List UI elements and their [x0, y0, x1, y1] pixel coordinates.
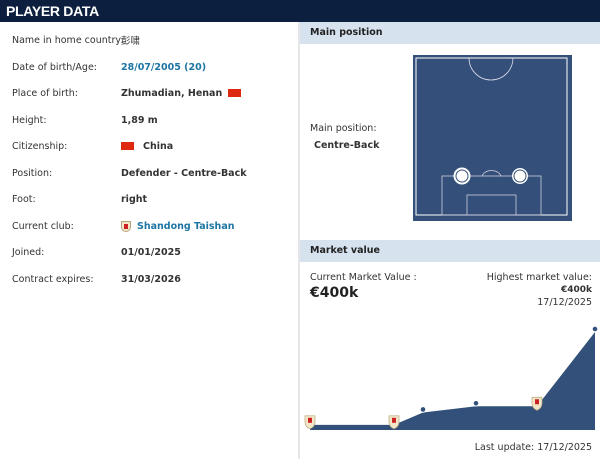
market-value-header: Market value — [300, 240, 600, 262]
dob-link[interactable]: 28/07/2005 (20) — [121, 61, 207, 73]
value: Defender - Centre-Back — [121, 167, 247, 179]
row-club: Current club: Shandong Taishan — [12, 218, 235, 234]
value: 彭啸 — [121, 36, 141, 47]
label: Joined: — [12, 246, 45, 258]
value: right — [121, 193, 148, 205]
market-value-chart[interactable] — [300, 312, 600, 432]
row-birthplace: Place of birth: Zhumadian, Henan — [12, 85, 242, 101]
value: 01/01/2025 — [121, 246, 181, 258]
china-flag-icon — [228, 89, 242, 97]
data-point — [419, 406, 427, 413]
row-joined: Joined: 01/01/2025 — [12, 244, 181, 260]
value: 1,89 m — [121, 114, 158, 126]
row-home-name: Name in home country: 彭啸 — [12, 32, 140, 48]
header-title: PLAYER DATA — [6, 3, 99, 19]
row-position: Position: Defender - Centre-Back — [12, 165, 247, 181]
pitch-outline — [415, 57, 568, 216]
label: Place of birth: — [12, 87, 78, 99]
crest-detail — [308, 417, 312, 423]
player-data-header: PLAYER DATA — [0, 0, 600, 22]
value-line — [310, 328, 596, 423]
crest-detail — [535, 399, 539, 405]
crest-detail — [392, 417, 396, 423]
label: Name in home country: — [12, 34, 124, 46]
label: Citizenship: — [12, 140, 68, 152]
main-position-header: Main position — [300, 22, 600, 44]
right-panel: Main position Main position: Centre-Back… — [298, 22, 600, 459]
data-point — [472, 399, 480, 407]
value: 31/03/2026 — [121, 273, 181, 285]
highest-value: €400k — [560, 285, 592, 295]
main-position-label: Main position: — [310, 123, 377, 134]
club-link[interactable]: Shandong Taishan — [137, 220, 235, 232]
label: Current club: — [12, 220, 74, 232]
row-foot: Foot: right — [12, 191, 147, 207]
china-flag-icon — [121, 142, 134, 150]
main-position-value: Centre-Back — [314, 140, 380, 151]
current-value-label: Current Market Value : — [310, 272, 417, 283]
pitch-diagram — [413, 55, 572, 221]
label: Position: — [12, 167, 53, 179]
row-dob: Date of birth/Age: 28/07/2005 (20) — [12, 59, 206, 75]
player-data-list: Name in home country: 彭啸 Date of birth/Ag… — [0, 22, 298, 459]
club-crest-icon[interactable] — [121, 220, 131, 232]
value: China — [143, 140, 174, 152]
label: Foot: — [12, 193, 36, 205]
highest-value-label: Highest market value: — [486, 272, 592, 283]
last-update: Last update: 17/12/2025 — [474, 442, 592, 453]
highest-value-date: 17/12/2025 — [537, 297, 592, 308]
row-height: Height: 1,89 m — [12, 112, 158, 128]
row-contract: Contract expires: 31/03/2026 — [12, 271, 181, 287]
area-fill — [310, 332, 595, 430]
centre-circle — [468, 57, 514, 81]
label: Date of birth/Age: — [12, 61, 97, 73]
label: Height: — [12, 114, 47, 126]
label: Contract expires: — [12, 273, 94, 285]
value: Zhumadian, Henan — [121, 87, 223, 99]
row-citizenship: Citizenship: China — [12, 138, 173, 154]
current-value: €400k — [310, 285, 359, 301]
penalty-arc — [481, 170, 502, 177]
goal-box — [466, 194, 517, 216]
data-point — [591, 325, 599, 333]
